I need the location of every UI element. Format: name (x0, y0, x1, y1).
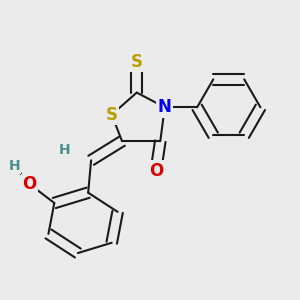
Text: O: O (149, 162, 163, 180)
Text: N: N (158, 98, 172, 116)
Text: O: O (22, 175, 36, 193)
Text: H: H (9, 159, 20, 173)
Text: S: S (106, 106, 118, 124)
Text: S: S (131, 53, 143, 71)
Text: H: H (59, 143, 70, 157)
